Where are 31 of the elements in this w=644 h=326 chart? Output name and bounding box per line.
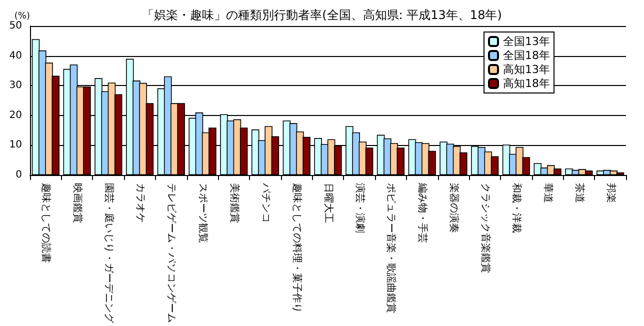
- x-tick-label: テレビゲーム・パソコンゲーム: [166, 183, 177, 323]
- x-tick-label: カラオケ: [134, 183, 146, 223]
- x-tick-label: 華道: [542, 183, 554, 203]
- y-tick-label: 10: [9, 140, 22, 151]
- x-tick-label: パチンコ: [260, 182, 271, 223]
- x-tick-label: 邦楽: [604, 183, 617, 203]
- x-tick-label: 美術鑑賞: [228, 183, 240, 223]
- x-tick-label: 園芸・庭いじり・ガーデニング: [102, 183, 115, 324]
- y-tick-label: 50: [9, 20, 22, 32]
- y-axis-title: (%): [14, 12, 30, 22]
- y-tick-label: 30: [9, 80, 22, 92]
- chart-title: 「娯楽・趣味」の種類別行動者率(全国、高知県: 平成13年、18年): [142, 8, 502, 22]
- y-tick-label: 40: [9, 50, 22, 62]
- x-tick-label: 楽器の演奏: [448, 183, 460, 233]
- x-tick-label: 和裁・洋裁: [510, 183, 523, 233]
- y-tick-label: 20: [9, 110, 22, 121]
- x-tick-label: 趣味としての料理・菓子作り: [291, 183, 304, 313]
- x-tick-label: 日曜大工: [322, 183, 334, 223]
- legend-label: 全国13年: [503, 35, 550, 48]
- x-tick-label: ポピュラー音楽・歌謡曲鑑賞: [385, 183, 398, 313]
- legend-label: 高知13年: [503, 63, 550, 76]
- x-tick-label: 編み物・手芸: [416, 182, 429, 243]
- x-tick-label: 趣味としての読書: [40, 183, 52, 263]
- y-tick-label: 0: [16, 170, 22, 180]
- legend-label: 全国18年: [503, 49, 550, 62]
- x-tick-label: スポーツ観覧: [197, 183, 208, 243]
- legend-label: 高知18年: [503, 77, 550, 90]
- x-tick-label: 茶道: [573, 183, 586, 203]
- x-tick-label: 映画鑑賞: [72, 183, 84, 223]
- x-tick-label: 演芸・演劇: [354, 183, 366, 233]
- x-tick-label: クラシック音楽鑑賞: [479, 183, 492, 273]
